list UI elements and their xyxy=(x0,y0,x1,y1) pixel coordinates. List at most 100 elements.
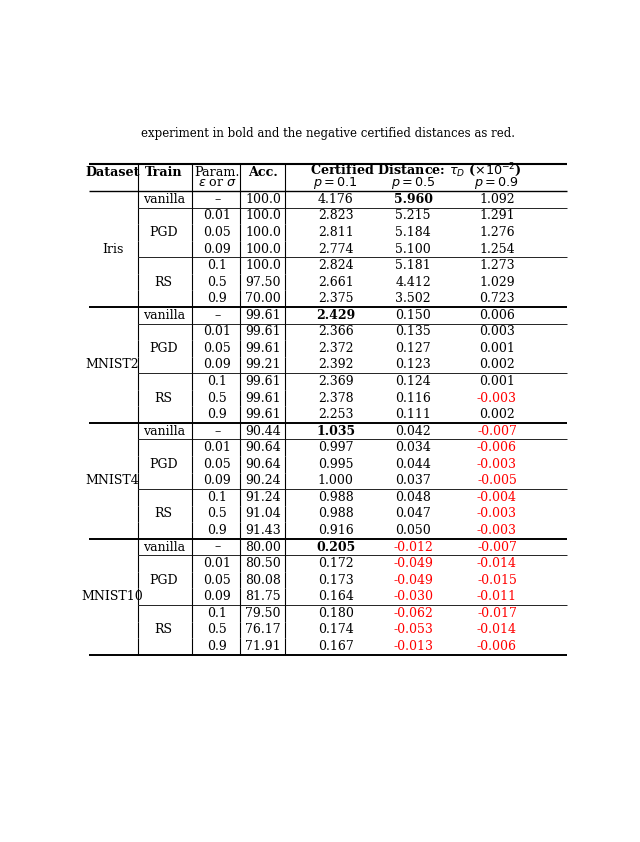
Text: 1.092: 1.092 xyxy=(479,193,515,206)
Text: -0.014: -0.014 xyxy=(477,623,517,637)
Text: 0.09: 0.09 xyxy=(204,590,231,603)
Text: 0.01: 0.01 xyxy=(204,441,231,454)
Text: -0.003: -0.003 xyxy=(477,458,517,471)
Text: 0.988: 0.988 xyxy=(318,491,354,504)
Text: MNIST10: MNIST10 xyxy=(82,590,143,603)
Text: 0.9: 0.9 xyxy=(207,408,227,421)
Text: 81.75: 81.75 xyxy=(245,590,281,603)
Text: -0.006: -0.006 xyxy=(477,640,517,653)
Text: 80.08: 80.08 xyxy=(245,573,281,587)
Text: 0.034: 0.034 xyxy=(396,441,431,454)
Text: -0.007: -0.007 xyxy=(477,424,517,438)
Text: 1.276: 1.276 xyxy=(479,226,515,239)
Text: 0.048: 0.048 xyxy=(396,491,431,504)
Text: 0.180: 0.180 xyxy=(318,607,354,620)
Text: 80.50: 80.50 xyxy=(245,557,281,570)
Text: 0.9: 0.9 xyxy=(207,640,227,653)
Text: 0.047: 0.047 xyxy=(396,508,431,520)
Text: $p = 0.9$: $p = 0.9$ xyxy=(474,174,520,190)
Text: 91.24: 91.24 xyxy=(245,491,281,504)
Text: PGD: PGD xyxy=(149,573,178,587)
Text: 0.044: 0.044 xyxy=(396,458,431,471)
Text: 0.006: 0.006 xyxy=(479,309,515,322)
Text: -0.062: -0.062 xyxy=(394,607,433,620)
Text: 2.378: 2.378 xyxy=(318,392,353,404)
Text: 0.127: 0.127 xyxy=(396,342,431,354)
Text: -0.014: -0.014 xyxy=(477,557,517,570)
Text: Certified Distance: $\tau_D$ ($\times10^{-2}$): Certified Distance: $\tau_D$ ($\times10^… xyxy=(310,162,522,179)
Text: -0.011: -0.011 xyxy=(477,590,517,603)
Text: 91.43: 91.43 xyxy=(245,524,281,537)
Text: -0.007: -0.007 xyxy=(477,541,517,553)
Text: 0.09: 0.09 xyxy=(204,359,231,371)
Text: 0.05: 0.05 xyxy=(204,573,231,587)
Text: 2.823: 2.823 xyxy=(318,210,353,222)
Text: 2.372: 2.372 xyxy=(318,342,353,354)
Text: -0.049: -0.049 xyxy=(394,557,433,570)
Text: 99.61: 99.61 xyxy=(245,309,281,322)
Text: 0.116: 0.116 xyxy=(396,392,431,404)
Text: 99.21: 99.21 xyxy=(245,359,281,371)
Text: -0.049: -0.049 xyxy=(394,573,433,587)
Text: 0.002: 0.002 xyxy=(479,359,515,371)
Text: 0.5: 0.5 xyxy=(207,623,227,637)
Text: -0.005: -0.005 xyxy=(477,474,517,488)
Text: 0.9: 0.9 xyxy=(207,524,227,537)
Text: RS: RS xyxy=(155,392,173,404)
Text: 99.61: 99.61 xyxy=(245,392,281,404)
Text: -0.015: -0.015 xyxy=(477,573,517,587)
Text: 0.123: 0.123 xyxy=(396,359,431,371)
Text: -0.012: -0.012 xyxy=(394,541,433,553)
Text: $p = 0.1$: $p = 0.1$ xyxy=(313,174,358,190)
Text: 0.001: 0.001 xyxy=(479,375,515,388)
Text: RS: RS xyxy=(155,508,173,520)
Text: PGD: PGD xyxy=(149,226,178,239)
Text: PGD: PGD xyxy=(149,458,178,471)
Text: –: – xyxy=(214,541,220,553)
Text: 0.205: 0.205 xyxy=(316,541,355,553)
Text: 99.61: 99.61 xyxy=(245,408,281,421)
Text: vanilla: vanilla xyxy=(143,309,185,322)
Text: 2.824: 2.824 xyxy=(318,259,353,272)
Text: 1.291: 1.291 xyxy=(479,210,515,222)
Text: 100.0: 100.0 xyxy=(245,193,281,206)
Text: -0.017: -0.017 xyxy=(477,607,517,620)
Text: –: – xyxy=(214,424,220,438)
Text: 0.167: 0.167 xyxy=(318,640,354,653)
Text: RS: RS xyxy=(155,275,173,289)
Text: 2.429: 2.429 xyxy=(316,309,355,322)
Text: 1.035: 1.035 xyxy=(316,424,355,438)
Text: $\epsilon$ or $\sigma$: $\epsilon$ or $\sigma$ xyxy=(198,176,237,189)
Text: 0.988: 0.988 xyxy=(318,508,354,520)
Text: 100.0: 100.0 xyxy=(245,242,281,256)
Text: 79.50: 79.50 xyxy=(245,607,281,620)
Text: RS: RS xyxy=(155,623,173,637)
Text: 91.04: 91.04 xyxy=(245,508,281,520)
Text: 2.253: 2.253 xyxy=(318,408,353,421)
Text: 0.916: 0.916 xyxy=(318,524,354,537)
Text: 0.01: 0.01 xyxy=(204,325,231,338)
Text: 2.369: 2.369 xyxy=(318,375,353,388)
Text: 99.61: 99.61 xyxy=(245,342,281,354)
Text: vanilla: vanilla xyxy=(143,424,185,438)
Text: 5.100: 5.100 xyxy=(396,242,431,256)
Text: 1.000: 1.000 xyxy=(318,474,354,488)
Text: vanilla: vanilla xyxy=(143,541,185,553)
Text: 0.5: 0.5 xyxy=(207,275,227,289)
Text: 0.5: 0.5 xyxy=(207,392,227,404)
Text: 0.997: 0.997 xyxy=(318,441,353,454)
Text: 90.64: 90.64 xyxy=(245,441,281,454)
Text: 0.9: 0.9 xyxy=(207,292,227,306)
Text: 5.215: 5.215 xyxy=(396,210,431,222)
Text: 0.001: 0.001 xyxy=(479,342,515,354)
Text: 4.176: 4.176 xyxy=(318,193,354,206)
Text: 0.995: 0.995 xyxy=(318,458,353,471)
Text: 2.366: 2.366 xyxy=(318,325,354,338)
Text: MNIST4: MNIST4 xyxy=(86,474,140,488)
Text: Iris: Iris xyxy=(102,242,124,256)
Text: 0.150: 0.150 xyxy=(396,309,431,322)
Text: 0.111: 0.111 xyxy=(396,408,431,421)
Text: 0.09: 0.09 xyxy=(204,242,231,256)
Text: 0.037: 0.037 xyxy=(396,474,431,488)
Text: 90.24: 90.24 xyxy=(245,474,281,488)
